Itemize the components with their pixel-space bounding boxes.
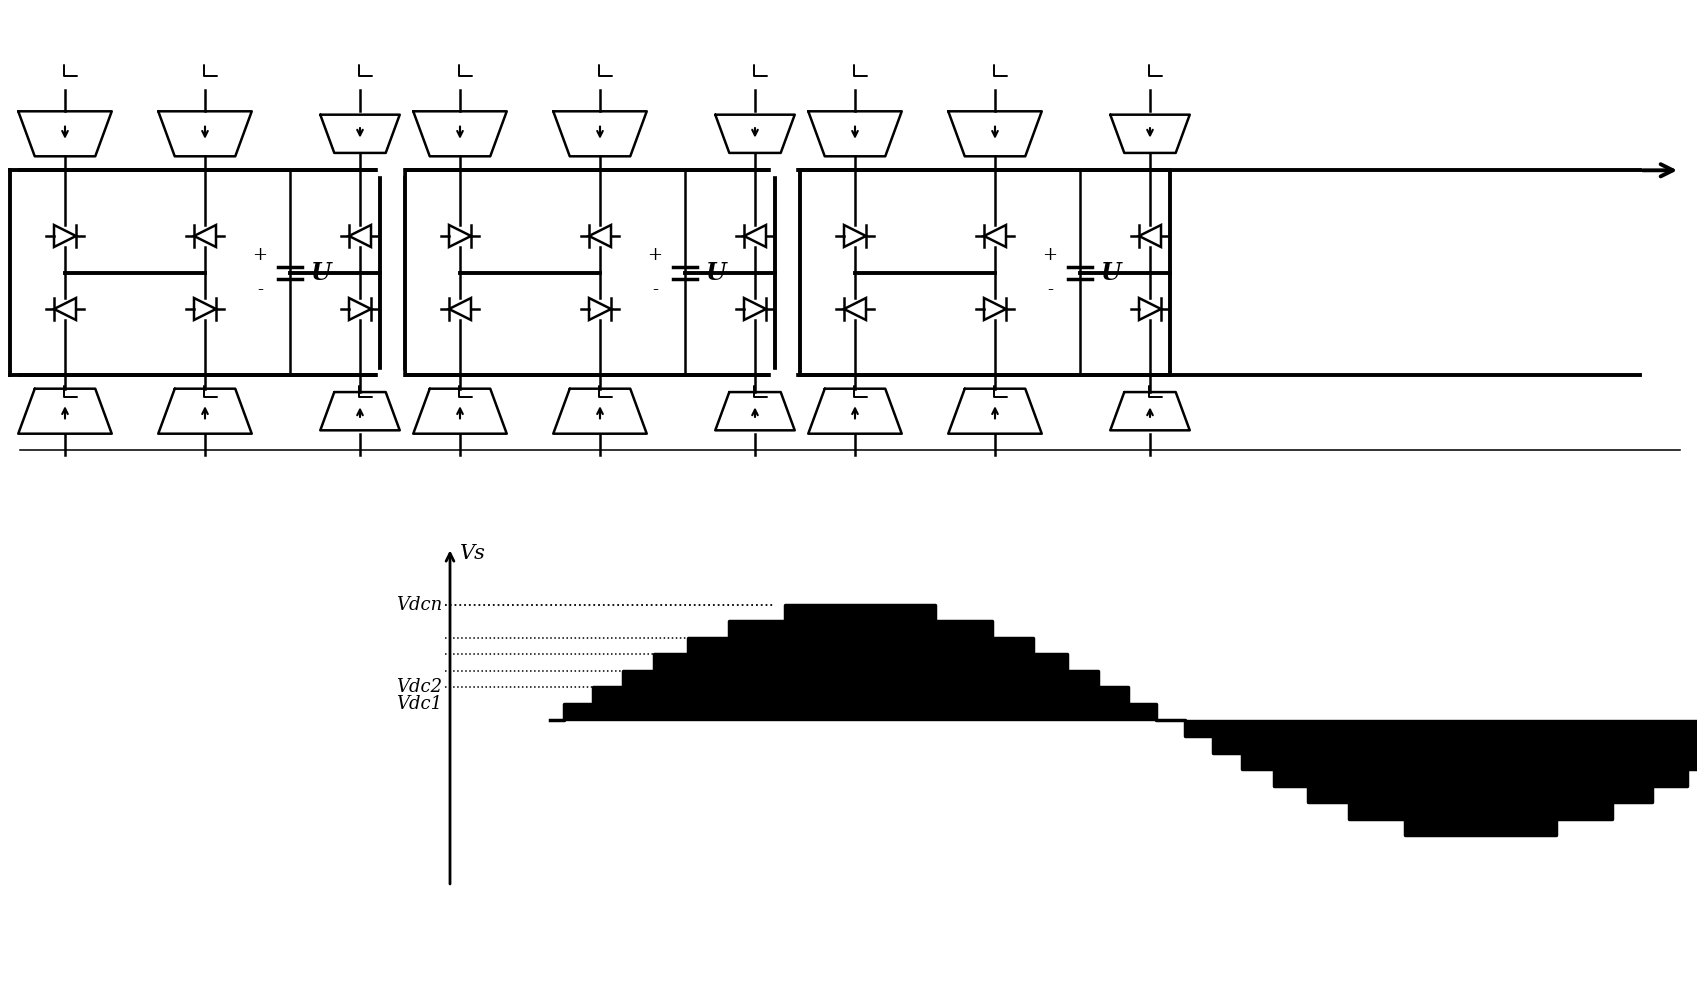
Text: +: +	[1042, 245, 1057, 263]
Text: +: +	[648, 245, 662, 263]
Bar	[770, 369, 794, 379]
Text: -: -	[652, 281, 658, 299]
Bar	[378, 369, 402, 379]
Text: -: -	[1047, 281, 1054, 299]
Text: -: -	[256, 281, 263, 299]
Bar	[378, 165, 402, 175]
Text: Vdc2: Vdc2	[395, 678, 441, 696]
Text: +: +	[253, 245, 268, 263]
Text: Vdcn: Vdcn	[395, 596, 441, 614]
Text: Vs: Vs	[460, 544, 485, 563]
Text: U: U	[311, 260, 331, 284]
Text: U: U	[1100, 260, 1120, 284]
Text: Vdc1: Vdc1	[395, 695, 441, 713]
Text: U: U	[704, 260, 726, 284]
Bar	[770, 165, 794, 175]
